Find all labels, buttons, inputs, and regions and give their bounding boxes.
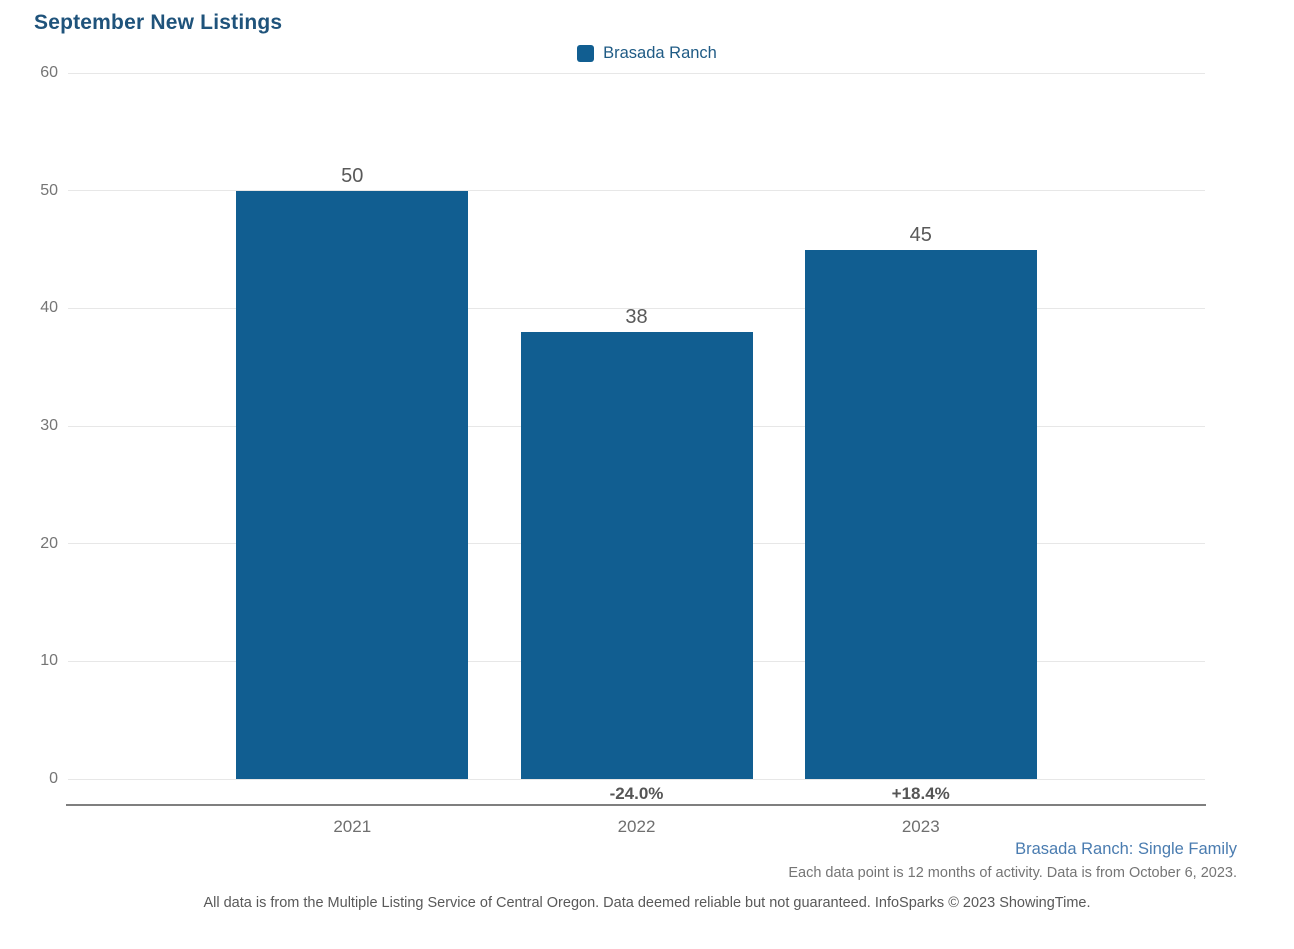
bar-2023[interactable] (804, 249, 1037, 779)
bar-value-label: 38 (625, 305, 648, 328)
y-tick-label: 50 (40, 181, 58, 199)
y-tick-label: 30 (40, 417, 58, 434)
plot-area: 50 38 45 (68, 72, 1205, 780)
footer-notes: Brasada Ranch: Single Family Each data p… (788, 840, 1237, 881)
y-tick-label: 20 (40, 534, 58, 552)
disclaimer: All data is from the Multiple Listing Se… (203, 895, 1091, 911)
gridline (68, 72, 1205, 74)
gridline (68, 307, 1205, 309)
x-tick-label: 2021 (333, 817, 372, 836)
legend-label: Brasada Ranch (603, 44, 717, 62)
y-tick-label: 0 (49, 770, 58, 787)
y-tick-label: 10 (40, 652, 58, 670)
gridline (68, 778, 1205, 780)
bar-value-label: 50 (341, 164, 364, 187)
bar-value-label: 45 (909, 223, 932, 246)
gridline (68, 190, 1205, 192)
y-axis-tick-labels: 0 10 20 30 40 50 60 (0, 0, 58, 949)
bar-2022[interactable] (520, 331, 753, 779)
data-note: Each data point is 12 months of activity… (788, 865, 1237, 881)
pct-change-label: -24.0% (609, 784, 664, 803)
x-tick-label: 2023 (901, 817, 940, 836)
pct-change-label: +18.4% (891, 784, 950, 803)
legend[interactable]: Brasada Ranch (0, 44, 1294, 63)
chart-title: September New Listings (34, 11, 283, 34)
y-tick-label: 40 (40, 299, 58, 317)
x-tick-label: 2022 (617, 817, 656, 836)
y-tick-label: 60 (40, 64, 58, 81)
legend-swatch (577, 45, 595, 62)
x-axis-line (66, 804, 1206, 806)
series-note: Brasada Ranch: Single Family (1015, 840, 1237, 858)
bar-2021[interactable] (236, 190, 469, 779)
